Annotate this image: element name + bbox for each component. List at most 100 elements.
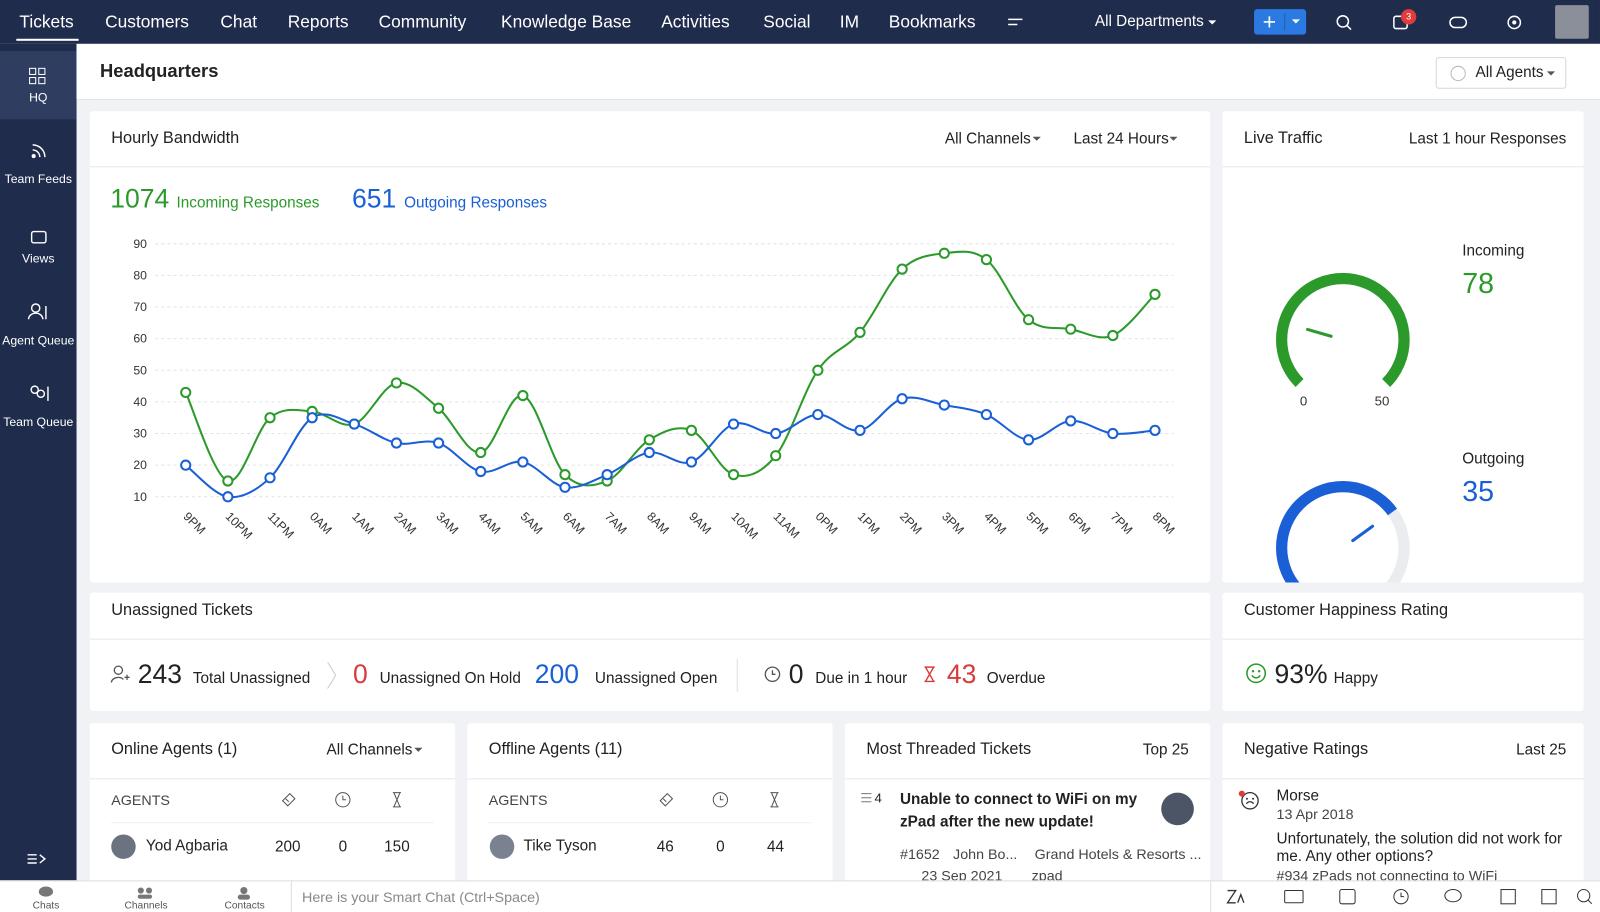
card-filter: Last 25: [1516, 741, 1567, 759]
x-tick-label: 5PM: [1023, 509, 1051, 537]
y-tick-label: 10: [133, 490, 147, 504]
bottom-item[interactable]: Channels: [124, 900, 168, 912]
department-select[interactable]: All Departments: [1094, 12, 1204, 31]
stat-value[interactable]: 0: [353, 658, 368, 690]
ticket-contact: John Bo...: [953, 845, 1018, 862]
bottom-icons[interactable]: [1219, 886, 1597, 908]
agent-name[interactable]: Tike Tyson: [523, 836, 597, 855]
settings-icon[interactable]: [1505, 13, 1523, 31]
line-chart: 10 20 30 40 50 60 70 80 90 9PM 10PM 11PM 0AM 1AM 2AM 3A…: [133, 237, 1177, 542]
card-title: Unassigned Tickets: [111, 601, 253, 620]
smart-chat-input[interactable]: Here is your Smart Chat (Ctrl+Space): [290, 881, 1212, 912]
user-avatar[interactable]: [1555, 5, 1589, 39]
ticket-date: 23 Sep 2021: [921, 867, 1003, 884]
series-line: [185, 396, 1156, 499]
x-tick-label: 10PM: [223, 509, 256, 542]
column-header: AGENTS: [111, 791, 170, 808]
bandwidth-card: Hourly Bandwidth All Channels Last 24 Ho…: [89, 111, 1211, 583]
nav-tab[interactable]: Activities: [661, 12, 730, 32]
channel-filter[interactable]: All Channels: [326, 741, 413, 759]
data-point: [854, 326, 866, 338]
add-button[interactable]: [1254, 9, 1307, 35]
data-point: [727, 469, 740, 481]
nav-tab[interactable]: Knowledge Base: [501, 12, 632, 32]
x-tick-label: 7PM: [1108, 509, 1136, 537]
data-point: [432, 402, 445, 414]
game-icon[interactable]: [1448, 13, 1468, 31]
caret: [1032, 136, 1041, 141]
stat-value: 0: [788, 658, 804, 690]
contact-avatar: [1161, 792, 1194, 826]
x-tick-label: 2AM: [391, 509, 419, 537]
data-point: [980, 408, 993, 421]
collapse-icon[interactable]: [26, 851, 50, 867]
rating-ticket[interactable]: #934 zPads not connecting to WiFi: [1276, 867, 1498, 884]
time-filter[interactable]: Last 24 Hours: [1073, 130, 1169, 148]
x-tick-label: 8AM: [644, 509, 672, 537]
y-tick-label: 60: [133, 332, 147, 346]
nav-tab[interactable]: Tickets: [19, 12, 74, 32]
agents-filter[interactable]: All Agents: [1435, 57, 1567, 89]
nav-tab[interactable]: Chat: [220, 12, 258, 32]
nav-tab[interactable]: Community: [378, 12, 467, 32]
stat-label: Total Unassigned: [192, 669, 311, 688]
sidebar-item[interactable]: Views: [22, 251, 55, 266]
ticket-subject[interactable]: Unable to connect to WiFi on my zPad aft…: [899, 790, 1138, 831]
agent-avatar: [489, 834, 515, 859]
y-tick-label: 70: [133, 300, 147, 314]
offline-agents-card: Offline Agents (11) AGENTS Tike Tyson 46…: [467, 723, 833, 887]
data-point: [180, 386, 192, 399]
y-tick-label: 50: [133, 363, 147, 377]
gauge-arc: [1276, 481, 1410, 583]
sidebar-item[interactable]: Agent Queue: [2, 333, 75, 348]
sidebar-item[interactable]: HQ: [29, 90, 48, 105]
data-point: [727, 418, 740, 430]
x-tick-label: 0PM: [813, 509, 841, 537]
rating-comment: Unfortunately, the solution did not work…: [1276, 830, 1563, 866]
chevron: [327, 661, 337, 689]
search-icon[interactable]: [1335, 13, 1353, 31]
active-tab-indicator: [16, 38, 79, 41]
hourglass-icon: [924, 666, 935, 683]
more-menu[interactable]: [1006, 14, 1024, 30]
gauge-arc: [1276, 272, 1410, 387]
x-tick-label: 11AM: [771, 509, 803, 541]
card-subtitle: Last 1 hour Responses: [1408, 130, 1567, 148]
x-tick-label: 6AM: [560, 509, 588, 537]
bottom-item[interactable]: Contacts: [224, 900, 265, 912]
separator: [736, 658, 738, 692]
agent-name[interactable]: Yod Agbaria: [145, 836, 228, 855]
feeds-icon: [31, 144, 46, 159]
data-point: [432, 437, 445, 449]
caret: [414, 747, 423, 752]
nav-tab[interactable]: IM: [839, 12, 860, 32]
x-tick-label: 5AM: [518, 509, 546, 537]
data-point: [1065, 323, 1077, 335]
data-point: [222, 491, 234, 503]
channel-filter[interactable]: All Channels: [944, 130, 1031, 148]
nav-tab[interactable]: Customers: [105, 12, 189, 32]
x-tick-label: 3AM: [433, 509, 461, 537]
stat-value[interactable]: 200: [534, 658, 579, 690]
bottom-item[interactable]: Chats: [32, 900, 60, 912]
channels-icon: [137, 887, 153, 899]
data-point: [643, 446, 655, 459]
data-point: [601, 469, 613, 481]
sidebar-item[interactable]: Team Feeds: [4, 171, 72, 187]
sidebar: HQ Team Feeds Views Agent Queue Team Que…: [0, 43, 77, 881]
data-point: [854, 424, 866, 436]
x-tick-label: 1PM: [855, 509, 883, 537]
caret: [1208, 20, 1217, 25]
sidebar-item[interactable]: Team Queue: [3, 414, 74, 429]
gauge-needle: [1351, 524, 1375, 543]
card-title: Live Traffic: [1243, 129, 1323, 147]
nav-tab[interactable]: Bookmarks: [888, 12, 976, 32]
nav-tab[interactable]: Social: [763, 12, 811, 32]
divider: [89, 778, 456, 780]
data-point: [896, 393, 908, 405]
online-agents-card: Online Agents (1) All Channels AGENTS Yo…: [89, 723, 456, 887]
stat-value[interactable]: 43: [946, 658, 977, 690]
clock-icon: [764, 666, 781, 683]
stat-label: Due in 1 hour: [815, 669, 908, 688]
nav-tab[interactable]: Reports: [287, 12, 349, 32]
